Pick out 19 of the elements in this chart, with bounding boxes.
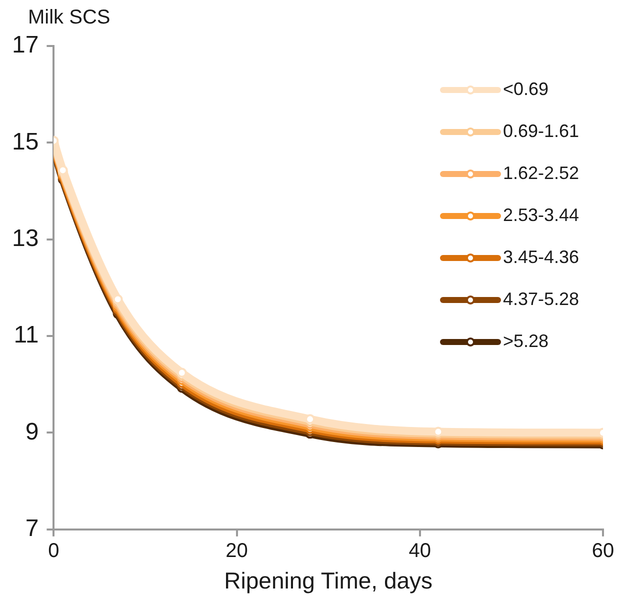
legend-label: 3.45-4.36	[503, 246, 580, 267]
x-tick-label: 40	[408, 540, 432, 562]
x-axis-title: Ripening Time, days	[224, 568, 433, 594]
y-tick-label: 9	[25, 418, 39, 446]
y-tick-label: 7	[25, 515, 39, 542]
y-tick-label: 11	[14, 322, 39, 349]
y-tick-label: 15	[12, 128, 39, 156]
legend-label: <0.69	[503, 78, 549, 99]
x-tick-label: 20	[226, 540, 248, 562]
legend-label: >5.28	[503, 330, 549, 351]
legend-label: 2.53-3.44	[503, 204, 580, 225]
y-tick-label: 17	[12, 32, 39, 59]
x-tick-label: 60	[592, 540, 614, 562]
y-axis-title: Milk SCS	[28, 6, 110, 29]
legend-label: 1.62-2.52	[503, 162, 580, 183]
y-tick-label: 13	[12, 224, 39, 252]
legend-label: 4.37-5.28	[503, 288, 580, 309]
x-tick-label: 0	[48, 540, 60, 562]
legend-label: 0.69-1.61	[503, 120, 580, 141]
